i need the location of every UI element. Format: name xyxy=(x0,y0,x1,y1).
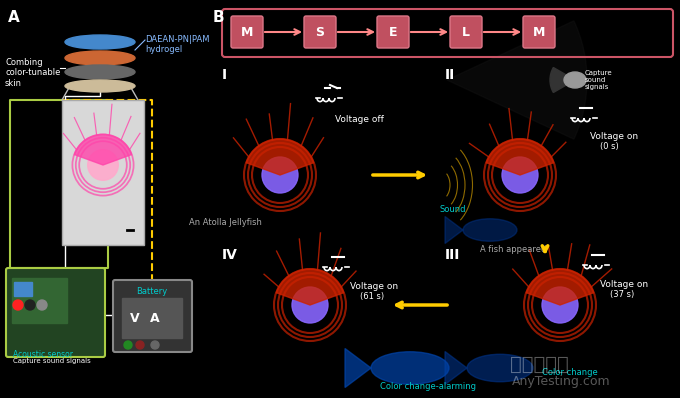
Ellipse shape xyxy=(65,51,135,65)
Bar xyxy=(12,278,67,323)
Wedge shape xyxy=(526,269,594,305)
Circle shape xyxy=(151,341,159,349)
Circle shape xyxy=(13,300,23,310)
Polygon shape xyxy=(445,351,467,384)
Text: I: I xyxy=(222,68,227,82)
Text: Capture
sound
signals: Capture sound signals xyxy=(585,70,613,90)
FancyBboxPatch shape xyxy=(6,268,105,357)
Text: Color change-alarming: Color change-alarming xyxy=(380,382,476,391)
Circle shape xyxy=(502,157,538,193)
Text: (61 s): (61 s) xyxy=(360,292,384,301)
Ellipse shape xyxy=(463,219,517,241)
FancyBboxPatch shape xyxy=(523,16,555,48)
Text: Voltage on: Voltage on xyxy=(350,282,398,291)
Text: A: A xyxy=(8,10,20,25)
Ellipse shape xyxy=(564,72,586,88)
FancyBboxPatch shape xyxy=(113,280,192,352)
Ellipse shape xyxy=(371,352,449,384)
Text: AnyTesting.com: AnyTesting.com xyxy=(512,375,611,388)
Wedge shape xyxy=(447,21,587,139)
Wedge shape xyxy=(74,135,132,165)
Circle shape xyxy=(37,300,47,310)
Text: A fish appeared: A fish appeared xyxy=(480,245,546,254)
Bar xyxy=(122,298,182,338)
Text: Color change: Color change xyxy=(542,368,598,377)
Text: Voltage on: Voltage on xyxy=(600,280,648,289)
Circle shape xyxy=(136,341,144,349)
Circle shape xyxy=(25,300,35,310)
Wedge shape xyxy=(486,139,554,175)
Wedge shape xyxy=(276,269,344,305)
Text: DAEAN-PN|PAM
hydrogel: DAEAN-PN|PAM hydrogel xyxy=(145,35,209,55)
Text: B: B xyxy=(213,10,224,25)
Text: IV: IV xyxy=(222,248,238,262)
Circle shape xyxy=(262,157,298,193)
Text: (0 s): (0 s) xyxy=(600,142,619,151)
Text: E: E xyxy=(389,25,397,39)
Text: Voltage off: Voltage off xyxy=(335,115,384,124)
Ellipse shape xyxy=(65,80,135,92)
FancyBboxPatch shape xyxy=(304,16,336,48)
Polygon shape xyxy=(445,217,463,244)
Text: V: V xyxy=(130,312,140,325)
Bar xyxy=(14,282,32,296)
Circle shape xyxy=(542,287,578,323)
Text: Capture sound signals: Capture sound signals xyxy=(13,358,90,364)
Polygon shape xyxy=(345,349,371,388)
Text: Voltage on: Voltage on xyxy=(590,132,638,141)
Ellipse shape xyxy=(65,35,135,49)
Text: A: A xyxy=(150,312,160,325)
FancyBboxPatch shape xyxy=(62,100,144,245)
Text: Sound: Sound xyxy=(440,205,466,214)
Text: III: III xyxy=(445,248,460,262)
Text: (37 s): (37 s) xyxy=(610,290,634,299)
Circle shape xyxy=(124,341,132,349)
Ellipse shape xyxy=(467,354,533,382)
Wedge shape xyxy=(246,139,314,175)
Text: Combing
color-tunable
skin: Combing color-tunable skin xyxy=(5,58,61,88)
Wedge shape xyxy=(550,68,575,92)
Text: M: M xyxy=(241,25,253,39)
Text: II: II xyxy=(445,68,455,82)
Text: Acoustic sensor: Acoustic sensor xyxy=(13,350,73,359)
Text: 嘉峨检测网: 嘉峨检测网 xyxy=(510,355,568,374)
Text: L: L xyxy=(462,25,470,39)
Circle shape xyxy=(88,150,118,180)
Text: S: S xyxy=(316,25,324,39)
FancyBboxPatch shape xyxy=(231,16,263,48)
Text: M: M xyxy=(533,25,545,39)
Circle shape xyxy=(292,287,328,323)
FancyBboxPatch shape xyxy=(377,16,409,48)
Text: Battery: Battery xyxy=(137,287,168,296)
Ellipse shape xyxy=(65,65,135,79)
Text: An Atolla Jellyfish: An Atolla Jellyfish xyxy=(188,218,261,227)
FancyBboxPatch shape xyxy=(450,16,482,48)
